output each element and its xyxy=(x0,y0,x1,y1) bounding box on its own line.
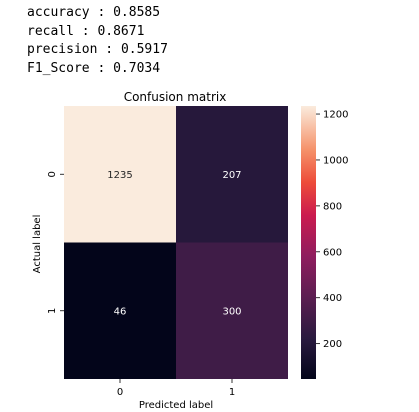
y-tick-label: 1 xyxy=(47,308,58,314)
metrics-panel: accuracy : 0.8585 recall : 0.8671 precis… xyxy=(27,4,168,78)
x-axis-label: Predicted label xyxy=(139,400,213,411)
colorbar-tick-label: 600 xyxy=(323,247,342,258)
metric-accuracy: accuracy : 0.8585 xyxy=(27,5,161,20)
y-tick-label: 0 xyxy=(47,171,58,177)
chart-title: Confusion matrix xyxy=(124,90,227,104)
heatmap-axes: 0 1 0 1 xyxy=(47,171,235,398)
metric-recall: recall : 0.8671 xyxy=(27,23,145,39)
metric-value: 0.8585 xyxy=(113,5,161,20)
cell-value-label: 1235 xyxy=(107,170,132,181)
y-axis-label: Actual label xyxy=(32,215,43,274)
colorbar-tick-label: 400 xyxy=(323,293,342,304)
colorbar-tick-label: 1000 xyxy=(323,155,348,166)
heatmap-cells: 1235 207 46 300 xyxy=(64,106,288,379)
metric-name: accuracy xyxy=(27,5,90,20)
heatmap-cell xyxy=(176,242,288,379)
metric-value: 0.5917 xyxy=(120,42,168,57)
cell-value-label: 300 xyxy=(222,306,241,317)
metric-f1-score: F1_Score : 0.7034 xyxy=(27,60,161,76)
metric-name: precision xyxy=(27,42,98,57)
heatmap-cell xyxy=(64,242,176,379)
colorbar-tick-label: 800 xyxy=(323,201,342,212)
colorbar-tick-label: 1200 xyxy=(323,110,348,121)
metric-value: 0.7034 xyxy=(113,60,161,76)
metric-value: 0.8671 xyxy=(97,23,145,39)
cell-value-label: 46 xyxy=(114,306,127,317)
metric-name: recall xyxy=(27,23,74,39)
x-tick-label: 1 xyxy=(229,387,235,398)
cell-value-label: 207 xyxy=(222,170,241,181)
x-tick-label: 0 xyxy=(117,387,123,398)
colorbar xyxy=(301,106,316,379)
heatmap-cell xyxy=(176,106,288,243)
metric-name: F1_Score xyxy=(27,60,90,76)
colorbar-tick-label: 200 xyxy=(323,339,342,350)
colorbar-ticks: 200 400 600 800 1000 1200 xyxy=(316,110,348,350)
heatmap-cell xyxy=(64,106,176,243)
metric-precision: precision : 0.5917 xyxy=(27,42,168,57)
